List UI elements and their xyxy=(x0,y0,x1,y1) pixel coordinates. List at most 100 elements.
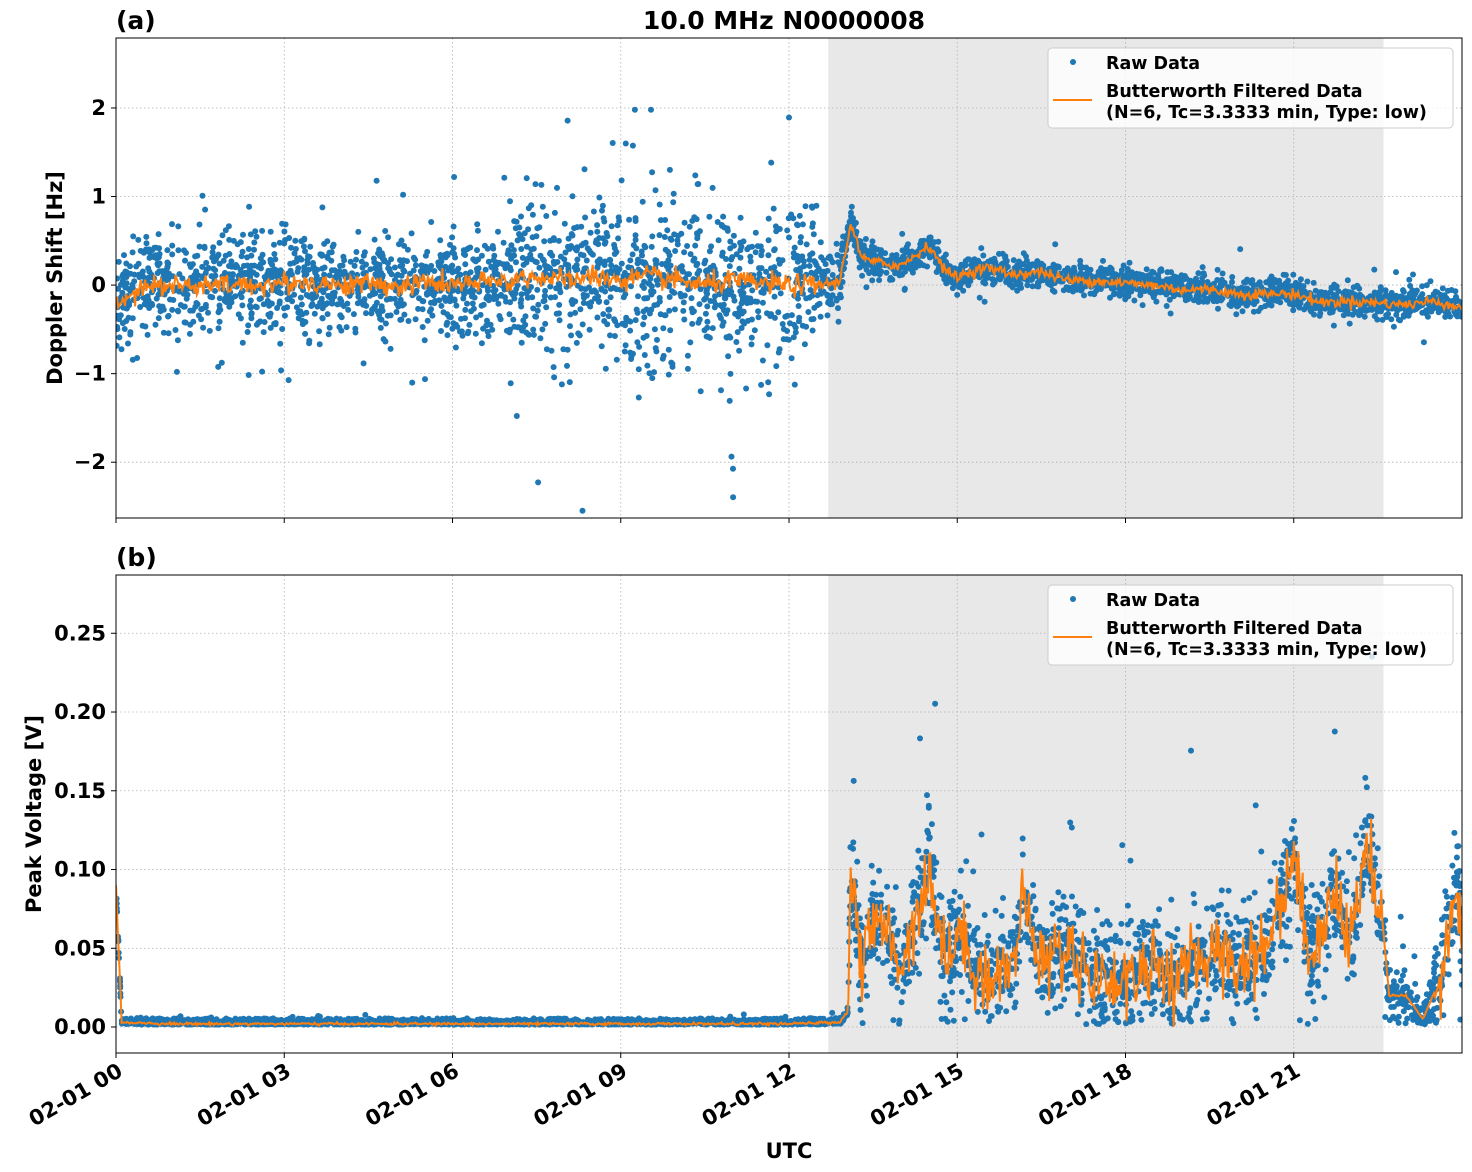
raw-data-point xyxy=(681,219,688,226)
raw-data-point xyxy=(393,309,400,315)
raw-data-point xyxy=(566,379,573,386)
raw-data-point xyxy=(726,263,733,270)
raw-data-point xyxy=(444,319,451,326)
raw-data-point xyxy=(551,260,558,267)
raw-data-point xyxy=(1377,306,1384,313)
raw-data-point xyxy=(1392,295,1399,302)
raw-data-point xyxy=(267,259,274,266)
filtered-data-line xyxy=(116,224,1462,313)
raw-data-point xyxy=(876,277,883,284)
raw-data-point xyxy=(478,340,485,347)
raw-data-point xyxy=(121,326,128,332)
raw-data-point xyxy=(116,275,121,282)
raw-data-point xyxy=(564,362,570,369)
raw-data-point xyxy=(451,174,458,180)
raw-data-point xyxy=(146,254,153,261)
raw-data-point xyxy=(747,258,754,265)
raw-data-point xyxy=(1413,287,1420,294)
raw-data-point xyxy=(261,319,268,325)
raw-data-point xyxy=(805,309,812,315)
raw-data-point xyxy=(264,291,271,298)
raw-data-point xyxy=(216,295,223,302)
raw-data-point xyxy=(449,234,456,241)
raw-data-point xyxy=(378,269,384,276)
raw-data-point xyxy=(604,269,610,276)
raw-data-point xyxy=(575,330,582,337)
raw-data-point xyxy=(606,256,613,263)
raw-data-point xyxy=(714,219,721,225)
raw-data-point xyxy=(247,231,254,238)
raw-data-point xyxy=(636,343,643,350)
raw-data-point xyxy=(258,295,264,302)
raw-data-point xyxy=(573,339,580,346)
raw-data-point xyxy=(1458,310,1462,317)
raw-data-point xyxy=(495,228,501,235)
raw-data-point xyxy=(127,331,134,338)
raw-data-point xyxy=(1175,275,1182,282)
raw-data-point xyxy=(717,315,724,322)
raw-data-point xyxy=(600,311,607,318)
raw-data-point xyxy=(671,289,678,296)
raw-data-point xyxy=(517,235,524,241)
raw-data-point xyxy=(720,213,727,220)
raw-data-point xyxy=(1374,316,1381,323)
raw-data-point xyxy=(745,295,752,302)
raw-data-point xyxy=(534,286,541,293)
raw-data-point xyxy=(528,202,535,209)
raw-data-point xyxy=(771,246,778,253)
raw-data-point xyxy=(660,325,667,332)
raw-data-point xyxy=(240,272,247,279)
raw-data-point xyxy=(258,265,264,272)
raw-data-point xyxy=(814,302,821,309)
raw-data-point xyxy=(354,300,361,307)
raw-data-point xyxy=(228,258,235,265)
raw-data-point xyxy=(806,263,813,269)
raw-data-point xyxy=(707,298,714,304)
raw-data-point xyxy=(567,323,573,330)
raw-data-point xyxy=(454,323,461,330)
raw-data-point xyxy=(1081,292,1087,299)
raw-data-point xyxy=(671,306,678,313)
raw-data-point xyxy=(393,272,400,279)
raw-data-point xyxy=(513,218,520,225)
raw-data-point xyxy=(444,252,451,259)
raw-data-point xyxy=(1328,285,1335,292)
raw-data-point xyxy=(374,274,381,281)
raw-data-point xyxy=(518,213,524,220)
raw-data-point xyxy=(412,262,419,269)
raw-data-point xyxy=(901,285,908,292)
raw-data-point xyxy=(687,251,694,258)
raw-data-point xyxy=(485,258,492,265)
raw-data-point xyxy=(511,252,518,259)
raw-data-point xyxy=(648,306,655,313)
raw-data-point xyxy=(336,324,343,330)
raw-data-point xyxy=(786,234,792,241)
raw-data-point xyxy=(539,326,546,333)
raw-data-point xyxy=(1238,299,1245,306)
raw-data-point xyxy=(599,207,605,214)
raw-data-point xyxy=(1427,278,1434,285)
raw-data-point xyxy=(517,300,524,306)
raw-data-point xyxy=(145,248,152,255)
raw-data-point xyxy=(353,249,360,255)
raw-data-point xyxy=(306,340,313,347)
raw-data-point xyxy=(525,287,532,294)
raw-data-point xyxy=(1283,285,1290,292)
raw-data-point xyxy=(817,313,824,320)
legend-raw-label: Raw Data xyxy=(1106,54,1200,74)
raw-data-point xyxy=(1199,264,1206,271)
raw-data-point xyxy=(596,256,603,263)
raw-data-point xyxy=(1367,306,1374,313)
raw-data-point xyxy=(723,256,729,262)
raw-data-point xyxy=(1137,292,1144,299)
raw-data-point xyxy=(759,357,766,364)
raw-data-point xyxy=(522,313,529,320)
raw-data-point xyxy=(825,254,832,261)
raw-data-point xyxy=(766,391,773,398)
raw-data-point xyxy=(319,251,325,258)
raw-data-point xyxy=(210,265,217,272)
raw-data-point xyxy=(182,319,189,326)
raw-data-point xyxy=(226,263,232,269)
raw-data-point xyxy=(646,370,653,377)
raw-data-point xyxy=(746,244,752,251)
